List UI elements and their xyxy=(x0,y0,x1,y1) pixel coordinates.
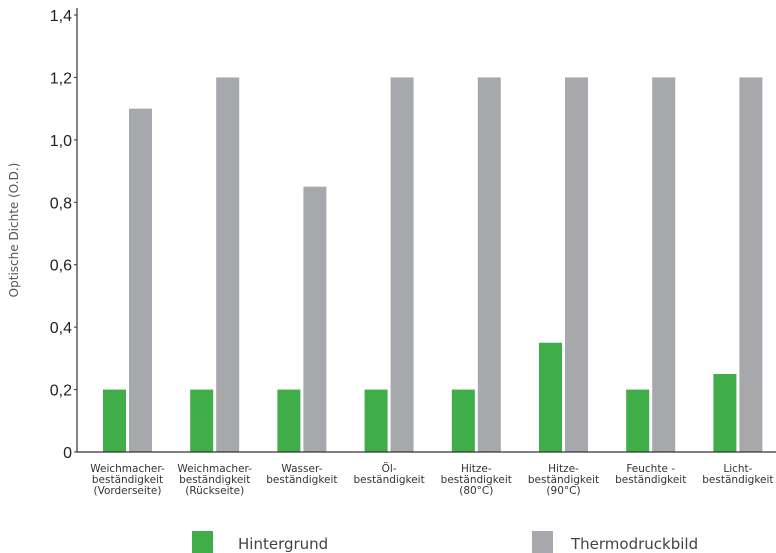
y-tick-label: 1,4 xyxy=(50,8,72,25)
bar-hintergrund xyxy=(190,389,214,452)
category-labels: Weichmacher-beständigkeit (Vorderseite) We… xyxy=(90,462,773,497)
bar-hintergrund xyxy=(626,389,650,452)
legend-swatch-hintergrund xyxy=(192,531,213,553)
legend: Hintergrund Thermodruckbild xyxy=(192,531,698,553)
bar-thermodruckbild xyxy=(216,77,240,452)
legend-label-hintergrund: Hintergrund xyxy=(238,535,328,553)
category-label: Öl-beständigkeit xyxy=(353,462,424,486)
bar-thermodruckbild xyxy=(477,77,501,452)
bar-thermodruckbild xyxy=(652,77,676,452)
bar-hintergrund xyxy=(451,389,475,452)
bar-thermodruckbild xyxy=(303,186,327,452)
bar-thermodruckbild xyxy=(129,108,152,453)
legend-swatch-thermodruckbild xyxy=(532,531,553,553)
y-tick-label: 0,4 xyxy=(50,320,72,337)
y-tick-label: 0,6 xyxy=(50,258,72,275)
bars xyxy=(103,77,763,453)
legend-label-thermodruckbild: Thermodruckbild xyxy=(570,535,698,553)
category-label: Feuchte -beständigkeit xyxy=(615,463,686,486)
category-label: Weichmacher-beständigkeit (Rückseite) xyxy=(177,463,252,497)
category-label: Hitze-beständigkeit (80°C) xyxy=(441,463,512,497)
y-tick-label: 0,2 xyxy=(50,383,72,400)
bar-hintergrund xyxy=(277,389,301,452)
bar-hintergrund xyxy=(539,342,562,452)
bar-thermodruckbild xyxy=(739,77,763,452)
y-axis-label: Optische Dichte (O.D.) xyxy=(7,163,21,298)
y-tick-label: 1,2 xyxy=(50,70,72,87)
bar-thermodruckbild xyxy=(390,77,414,452)
bar-hintergrund xyxy=(103,389,126,452)
y-tick-label: 0 xyxy=(63,445,72,462)
bar-hintergrund xyxy=(713,373,737,452)
category-label: Hitze-beständigkeit (90°C) xyxy=(528,463,599,497)
bar-hintergrund xyxy=(364,389,388,452)
y-tick-label: 1,0 xyxy=(50,133,72,150)
y-axis-ticks: 0 0,2 0,4 0,6 0,8 1,0 1,2 1,4 xyxy=(50,8,77,462)
category-label: Licht-beständigkeit xyxy=(702,463,773,486)
category-label: Wasser-beständigkeit xyxy=(266,463,337,486)
bar-thermodruckbild xyxy=(565,77,588,452)
y-tick-label: 0,8 xyxy=(50,195,72,212)
category-label: Weichmacher-beständigkeit (Vorderseite) xyxy=(90,463,165,497)
